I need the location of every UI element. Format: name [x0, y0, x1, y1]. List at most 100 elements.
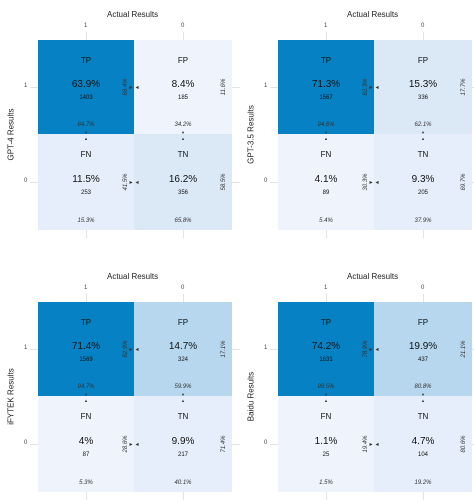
heatmap-cell [278, 40, 374, 134]
column-marker: ▲ [181, 136, 185, 141]
cell-label: TP [80, 318, 92, 327]
cell-percentage: 14.7% [168, 341, 198, 352]
heatmap-cell [374, 396, 472, 492]
column-percentage: 34.2% [174, 122, 192, 128]
x-tick-label: 1 [84, 285, 88, 291]
column-marker: ▲ [84, 398, 88, 403]
cell-percentage: 63.9% [71, 79, 101, 90]
heatmap-cell [38, 40, 134, 134]
row-marker: ◀ [135, 84, 139, 90]
row-percentage: 41.5% [123, 173, 129, 191]
row-marker: ◀ [375, 84, 379, 90]
cell-count: 25 [322, 452, 330, 458]
column-percentage: 37.9% [414, 218, 432, 224]
cell-label: FN [320, 150, 332, 159]
column-percentage: 65.8% [174, 218, 192, 224]
row-percentage: 19.4% [363, 435, 369, 453]
column-marker: ▼ [84, 130, 88, 135]
heatmap-cell [38, 302, 134, 396]
column-percentage: 40.1% [174, 480, 192, 486]
y-tick-label: 1 [24, 83, 28, 89]
chart-title: Actual Results [347, 272, 399, 281]
row-percentage: 28.6% [123, 435, 129, 453]
row-percentage: 21.1% [461, 340, 467, 358]
cell-count: 217 [177, 452, 189, 458]
row-marker: ▶ [129, 179, 133, 185]
cell-count: 1403 [79, 95, 93, 101]
column-percentage: 94.7% [77, 384, 95, 390]
cell-percentage: 16.2% [168, 174, 198, 185]
cell-count: 253 [80, 190, 92, 196]
y-tick-label: 0 [264, 178, 268, 184]
y-tick-label: 1 [264, 83, 268, 89]
column-marker: ▼ [324, 130, 328, 135]
heatmap-cell [134, 40, 232, 134]
cell-percentage: 71.3% [311, 79, 341, 90]
row-percentage: 17.7% [461, 78, 467, 96]
cell-percentage: 8.4% [171, 79, 195, 90]
row-marker: ▶ [369, 84, 373, 90]
cell-label: TP [80, 56, 92, 65]
chart-title: Actual Results [107, 272, 159, 281]
cell-label: TN [417, 150, 429, 159]
cell-count: 104 [417, 452, 429, 458]
column-percentage: 5.4% [319, 218, 333, 224]
row-percentage: 88.4% [123, 78, 129, 96]
cell-count: 1569 [79, 357, 93, 363]
heatmap-cell [278, 302, 374, 396]
chart-title: Actual Results [107, 10, 159, 19]
column-percentage: 1.5% [319, 480, 333, 486]
row-marker: ◀ [375, 441, 379, 447]
cell-count: 1567 [319, 95, 333, 101]
column-percentage: 62.1% [414, 122, 432, 128]
cell-count: 87 [82, 452, 90, 458]
row-percentage: 11.6% [221, 78, 227, 96]
column-percentage: 94.6% [317, 122, 335, 128]
row-percentage: 80.6% [461, 435, 467, 453]
x-tick-label: 0 [421, 23, 425, 29]
column-marker: ▼ [421, 130, 425, 135]
cell-label: FN [80, 150, 92, 159]
column-percentage: 98.5% [317, 384, 335, 390]
row-marker: ▶ [369, 179, 373, 185]
column-marker: ▼ [84, 392, 88, 397]
y-axis-label: Baidu Results [246, 371, 256, 422]
row-marker: ▶ [369, 441, 373, 447]
heatmap-cell [374, 40, 472, 134]
cell-percentage: 1.1% [314, 436, 338, 447]
column-marker: ▲ [421, 398, 425, 403]
cell-percentage: 4% [78, 436, 94, 447]
cell-label: FP [177, 318, 189, 327]
cell-percentage: 15.3% [408, 79, 438, 90]
y-axis-label: iFYTEK Results [6, 368, 16, 425]
row-percentage: 69.7% [461, 173, 467, 191]
cell-count: 185 [177, 95, 189, 101]
row-percentage: 82.9% [123, 340, 129, 358]
cell-label: FP [177, 56, 189, 65]
x-tick-label: 0 [181, 285, 185, 291]
cell-label: TN [417, 412, 429, 421]
column-percentage: 59.9% [174, 384, 192, 390]
column-marker: ▲ [324, 398, 328, 403]
heatmap-cell [134, 134, 232, 230]
cell-percentage: 19.9% [408, 341, 438, 352]
column-marker: ▼ [421, 392, 425, 397]
column-marker: ▼ [324, 392, 328, 397]
column-marker: ▲ [181, 398, 185, 403]
heatmap-cell [38, 396, 134, 492]
cell-percentage: 71.4% [71, 341, 101, 352]
cell-count: 336 [417, 95, 429, 101]
y-tick-label: 0 [264, 440, 268, 446]
column-percentage: 15.3% [77, 218, 95, 224]
cell-label: TP [320, 56, 332, 65]
cell-percentage: 9.3% [411, 174, 435, 185]
cell-count: 324 [177, 357, 189, 363]
cell-label: TP [320, 318, 332, 327]
row-marker: ▶ [129, 84, 133, 90]
heatmap-cell [278, 134, 374, 230]
y-tick-label: 0 [24, 440, 28, 446]
heatmap-cell [38, 134, 134, 230]
heatmap-cell [374, 134, 472, 230]
confusion-matrix-panel: Actual Results 1 0 1 0 iFYTEK Results TP 71.4% 1… [0, 262, 240, 502]
row-percentage: 58.5% [221, 173, 227, 191]
